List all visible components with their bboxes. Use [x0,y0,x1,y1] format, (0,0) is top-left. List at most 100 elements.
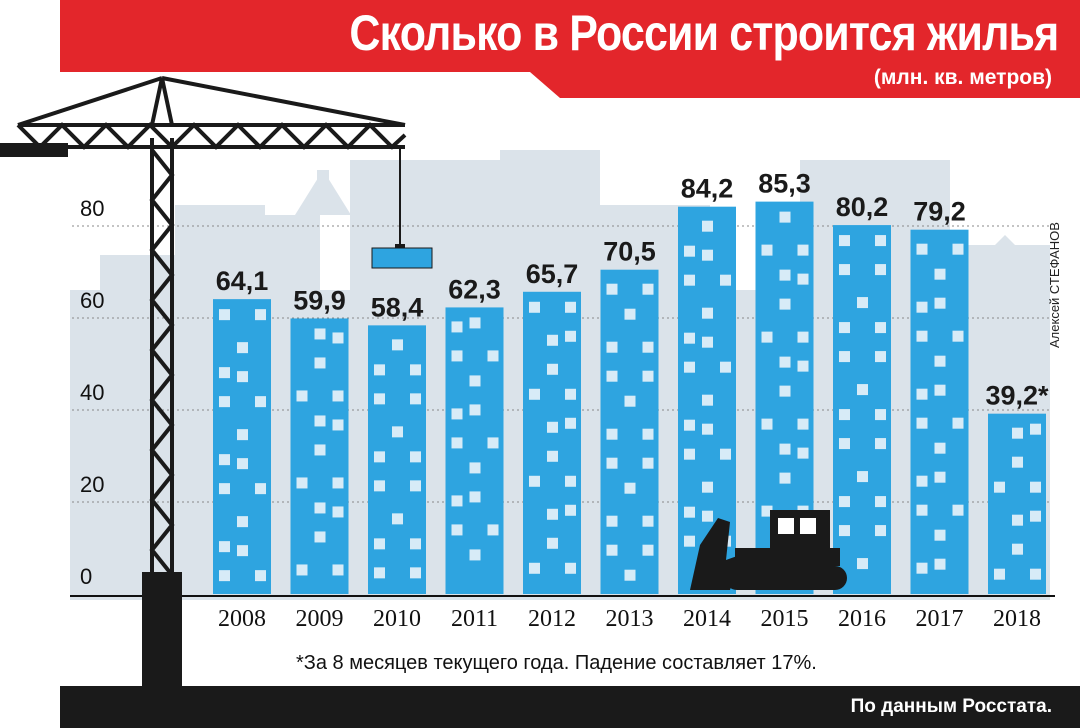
bar-window [875,525,886,537]
bar-window [219,454,230,466]
bar-window [547,334,558,346]
bar-window [761,244,773,256]
bar-window [392,339,403,351]
bar-window [684,245,695,257]
bar-window [761,505,773,517]
chart-subtitle: (млн. кв. метров) [873,66,1052,89]
bar-window [875,438,886,450]
bar-window [219,309,230,321]
bar-window [219,396,230,408]
bar-window [237,458,248,470]
bar-window [374,480,385,492]
bar-window [255,483,266,495]
bar-window [565,417,576,429]
bar-window [994,481,1005,493]
bar-window [374,538,385,550]
footnote: *За 8 месяцев текущего года. Падение сос… [296,652,817,674]
bulldozer-illustration [690,510,847,590]
bar-window [529,475,540,487]
bar-window [952,330,964,342]
bar-window [797,273,809,285]
bar-window [374,364,385,376]
bar-window [1030,481,1041,493]
x-tick-label: 2016 [838,606,886,632]
bar-window [875,322,886,334]
bar-window [779,356,791,368]
bar-window [255,396,266,408]
bar-window [642,341,654,353]
chart-title: Сколько в России строится жилья [349,5,1059,61]
title-banner [60,0,1080,98]
y-tick-label: 0 [80,564,92,589]
bar-window [934,355,946,367]
bar-value-label: 80,2 [836,192,889,222]
bar-window [702,481,713,493]
bar-window [606,341,618,353]
bar-window [642,544,654,556]
source-note: По данным Росстата. [850,696,1052,717]
bar-window [934,297,946,309]
bar-window [702,510,713,522]
bar-window [875,235,886,247]
bar-window [857,384,868,396]
bar-window [684,361,695,373]
crane-hook-block [395,244,405,248]
bar-window [565,475,576,487]
bar-window [451,321,463,333]
bar-window [469,549,481,561]
bar-window [624,395,636,407]
bar-window [606,370,618,382]
bar-window [314,502,326,514]
bar-window [219,541,230,553]
bar-window [839,438,850,450]
bar-window [797,244,809,256]
bar-window [797,360,809,372]
bar-window [332,390,344,402]
bar-window [410,538,421,550]
bar-window [374,451,385,463]
bar-window [255,309,266,321]
bar-window [916,330,928,342]
bar-window [720,361,731,373]
author-credit: Алексей СТЕФАНОВ [1047,222,1062,348]
bar-window [934,268,946,280]
author-credit-text: Алексей СТЕФАНОВ [1047,222,1062,348]
bar-value-label: 65,7 [526,259,579,289]
bar-window [314,415,326,427]
bar-window [934,384,946,396]
bar-window [237,342,248,354]
bar-window [702,394,713,406]
bar-window [934,558,946,570]
bar-window [547,508,558,520]
bar-window [606,457,618,469]
bar-window [314,531,326,543]
bar-window [642,370,654,382]
bar-window [451,437,463,449]
bar-window [702,307,713,319]
bar-window [237,516,248,528]
bar-window [374,567,385,579]
bar-window [1012,456,1023,468]
bar-window [451,495,463,507]
bar-window [219,367,230,379]
bar-window [547,363,558,375]
x-tick-label: 2013 [606,606,654,632]
x-tick-label: 2011 [451,606,498,632]
bar-window [702,220,713,232]
bar-window [606,428,618,440]
bar-window [219,570,230,582]
bar-window [761,331,773,343]
x-tick-label: 2009 [296,606,344,632]
bar-window [547,450,558,462]
bar-window [332,332,344,344]
bar-window [624,482,636,494]
bar-window [702,336,713,348]
bar-window [314,444,326,456]
bar-window [779,269,791,281]
bar-window [934,442,946,454]
x-tick-label: 2008 [218,606,266,632]
bar-window [642,283,654,295]
bar-window [1030,568,1041,580]
bar-window [916,562,928,574]
